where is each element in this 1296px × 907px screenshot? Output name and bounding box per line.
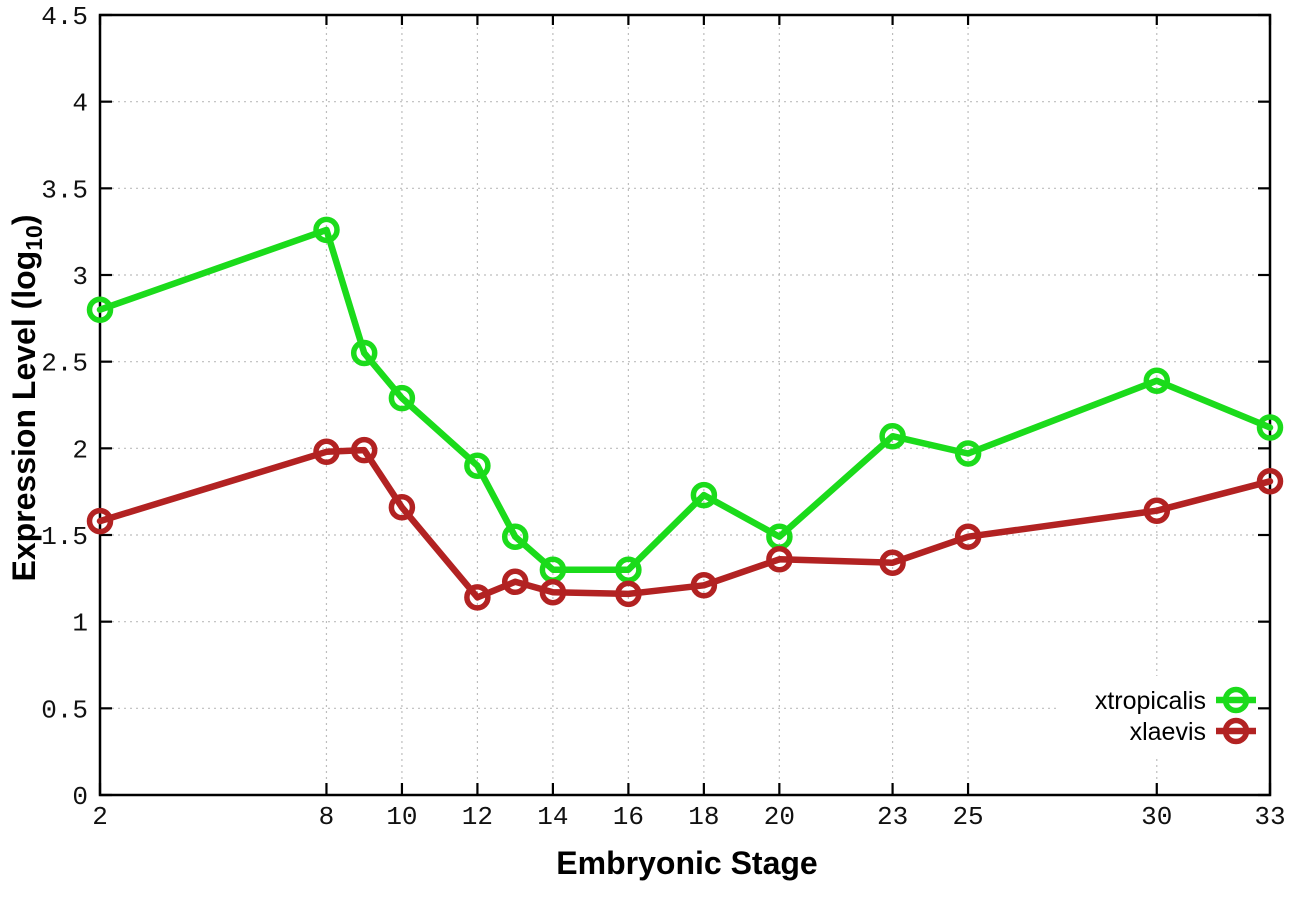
y-tick-label: 3.5	[41, 175, 88, 205]
y-tick-label: 4	[72, 89, 88, 119]
x-tick-label: 20	[764, 802, 795, 832]
data-point-marker	[388, 384, 416, 412]
legend-label-xtropicalis: xtropicalis	[1095, 687, 1206, 715]
x-tick-label: 10	[386, 802, 417, 832]
y-axis-title: Expression Level (log10)	[6, 214, 48, 581]
axis-ticks	[98, 13, 1272, 797]
x-tick-labels: 2 8 10 12 14 16 18 20 23 25 30 33	[92, 802, 1285, 832]
y-tick-labels: 0 0.5 1 1.5 2 2.5 3 3.5 4 4.5	[41, 2, 88, 812]
data-point-marker	[501, 523, 529, 550]
data-point-marker	[690, 572, 718, 599]
data-point-marker	[539, 578, 567, 606]
data-point-marker	[388, 494, 416, 521]
x-tick-label: 14	[537, 802, 568, 832]
x-tick-label: 23	[877, 802, 908, 832]
data-point-marker	[313, 216, 340, 244]
data-point-marker	[350, 436, 378, 464]
data-point-marker	[464, 584, 491, 611]
y-tick-label: 0.5	[41, 695, 88, 725]
x-axis-title: Embryonic Stage	[556, 845, 818, 881]
data-point-marker	[464, 452, 491, 479]
data-point-marker	[954, 523, 982, 550]
legend-label-xlaevis: xlaevis	[1130, 718, 1206, 746]
data-point-marker	[86, 507, 114, 535]
series-xlaevis	[86, 436, 1284, 611]
x-tick-label: 18	[688, 802, 719, 832]
x-tick-label: 30	[1141, 802, 1172, 832]
series-line-xlaevis	[96, 446, 1274, 601]
x-tick-label: 2	[92, 802, 108, 832]
x-tick-label: 33	[1254, 802, 1285, 832]
data-point-marker	[879, 422, 906, 450]
data-point-marker	[501, 568, 529, 596]
y-tick-label: 3	[72, 262, 88, 292]
data-point-marker	[954, 440, 982, 467]
data-point-marker	[1143, 367, 1171, 394]
plot-border	[98, 13, 1272, 797]
y-tick-label: 4.5	[41, 2, 88, 32]
data-point-marker	[766, 546, 793, 573]
data-point-marker	[350, 339, 378, 367]
data-point-marker	[86, 296, 114, 323]
data-point-marker	[1143, 497, 1171, 524]
data-point-marker	[615, 580, 642, 608]
legend: xtropicalis xlaevis	[1095, 686, 1256, 746]
y-tick-label: 0	[72, 782, 88, 812]
y-tick-label: 2	[72, 435, 88, 465]
y-tick-label: 1.5	[41, 522, 88, 552]
x-tick-label: 16	[613, 802, 644, 832]
grid-lines	[100, 15, 1270, 795]
y-tick-label: 1	[72, 609, 88, 639]
x-tick-label: 8	[319, 802, 335, 832]
data-point-marker	[879, 549, 906, 576]
y-axis-title-text: Expression Level (log	[5, 250, 42, 582]
data-point-marker	[1256, 468, 1284, 495]
y-axis-title-suffix: )	[5, 214, 42, 226]
x-tick-label: 12	[462, 802, 493, 832]
y-tick-label: 2.5	[41, 349, 88, 379]
series-xtropicalis	[86, 216, 1284, 583]
data-point-marker	[1256, 414, 1284, 441]
x-tick-label: 25	[952, 802, 983, 832]
data-point-marker	[690, 481, 718, 509]
y-axis-title-subscript: 10	[21, 225, 48, 251]
data-point-marker	[615, 556, 642, 583]
data-point-marker	[313, 438, 340, 466]
legend-marker-xlaevis	[1222, 717, 1250, 745]
legend-marker-xtropicalis	[1222, 686, 1250, 714]
